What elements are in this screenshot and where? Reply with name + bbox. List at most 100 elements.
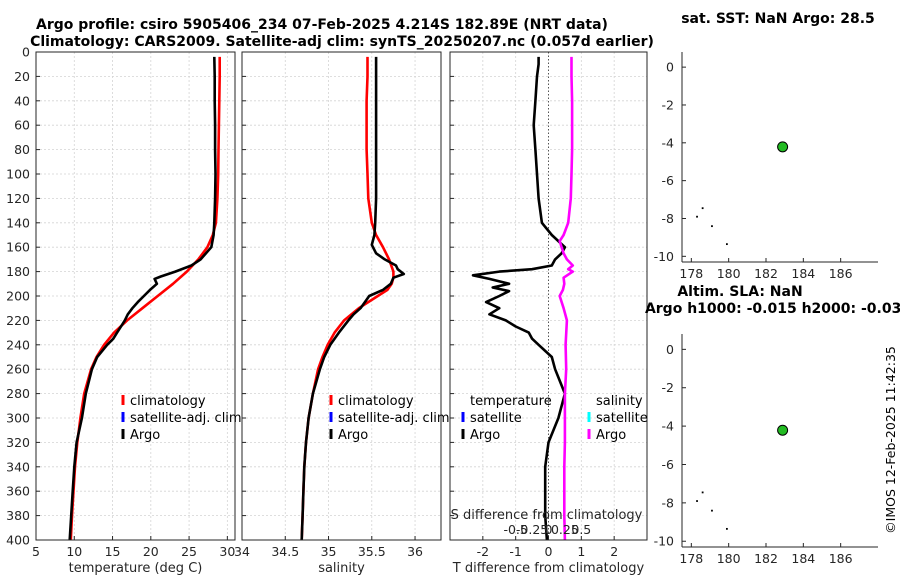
- sla_map-plot-area: [682, 334, 878, 547]
- top-tick-label: 0.5: [571, 522, 591, 537]
- x-tick-label: 36: [407, 544, 423, 559]
- salinity-series-argo: [300, 56, 406, 541]
- y-tick-label: -10: [654, 534, 674, 549]
- y-tick-label: 220: [6, 313, 30, 328]
- x-tick-label: -2: [477, 544, 489, 559]
- sla-map-panel: 178 180 182 184 186 0 -2 -4 -6 -8 -10: [654, 334, 878, 566]
- sst_map-plot-area: [682, 52, 878, 262]
- y-tick-label: 180: [6, 264, 30, 279]
- diff-legend-sal-satellite-label: satellite: [596, 411, 648, 426]
- x-tick-label: 5: [32, 544, 40, 559]
- x-tick-label: 186: [829, 551, 853, 566]
- land-dot: [726, 527, 728, 530]
- land-dot: [701, 491, 704, 494]
- x-tick-label: 184: [791, 551, 815, 566]
- y-tick-label: 400: [6, 533, 30, 548]
- sla_map-argo-location-marker: [777, 424, 789, 436]
- diff-legend-temp-argo-label: Argo: [470, 428, 500, 443]
- x-tick-label: 1: [577, 544, 585, 559]
- diff-legend-sal-argo-label: Argo: [596, 428, 626, 443]
- y-tick-label: -8: [662, 495, 675, 510]
- y-tick-label: -6: [662, 457, 675, 472]
- x-tick-label: 10: [66, 544, 82, 559]
- temp-legend-satellite-label: satellite-adj. clim: [130, 411, 242, 426]
- temperature-x-axis-label: temperature (deg C): [69, 561, 203, 576]
- y-tick-label: -2: [662, 380, 674, 395]
- land-dot: [711, 225, 713, 228]
- figure-title-line2: Climatology: CARS2009. Satellite-adj cli…: [30, 34, 654, 50]
- y-tick-label: 160: [6, 240, 30, 255]
- temp-legend-climatology-label: climatology: [130, 394, 206, 409]
- x-tick-label: 184: [791, 266, 815, 281]
- y-tick-label: 80: [14, 142, 30, 157]
- x-tick-label: 178: [679, 266, 703, 281]
- timestamp-label: ©IMOS 12-Feb-2025 11:42:35: [883, 346, 898, 534]
- sla-map-title-line2: Argo h1000: -0.015 h2000: -0.035: [645, 301, 900, 317]
- y-tick-label: 340: [6, 459, 30, 474]
- x-tick-label: 25: [181, 544, 197, 559]
- salinity-x-axis-label: salinity: [318, 561, 365, 576]
- diff-legend-temp-satellite-label: satellite: [470, 411, 522, 426]
- x-tick-label: 15: [105, 544, 121, 559]
- diff-legend-temperature-title: temperature: [470, 394, 552, 409]
- y-tick-label: 360: [6, 484, 30, 499]
- y-tick-label: 280: [6, 386, 30, 401]
- x-tick-label: 20: [143, 544, 159, 559]
- figure-title-line1: Argo profile: csiro 5905406_234 07-Feb-2…: [36, 17, 608, 33]
- y-tick-label: -4: [662, 135, 675, 150]
- x-tick-label: 182: [754, 266, 778, 281]
- temperature-series-argo: [68, 56, 217, 541]
- x-tick-label: 180: [717, 551, 741, 566]
- sst_map-argo-location-marker: [777, 141, 789, 153]
- diff-legend-salinity-title: salinity: [596, 394, 643, 409]
- y-tick-label: -8: [662, 211, 675, 226]
- y-tick-label: 40: [14, 93, 30, 108]
- y-tick-label: 120: [6, 191, 30, 206]
- difference-series-salinity-argo: [558, 56, 575, 541]
- temp-legend-argo-label: Argo: [130, 428, 160, 443]
- difference-top-axis-label: S difference from climatology: [451, 508, 643, 523]
- land-dot: [701, 207, 704, 210]
- land-dot: [711, 509, 713, 512]
- y-tick-label: 300: [6, 411, 30, 426]
- land-dot: [696, 215, 698, 218]
- top-tick-label: -0.5: [503, 522, 527, 537]
- x-tick-label: 180: [717, 266, 741, 281]
- top-tick-label: 0.25: [551, 522, 579, 537]
- x-tick-label: 34.5: [271, 544, 299, 559]
- x-tick-label: 35: [321, 544, 337, 559]
- y-tick-label: 0: [22, 45, 30, 60]
- x-tick-label: 34: [234, 544, 250, 559]
- y-tick-label: 0: [666, 60, 674, 75]
- x-tick-label: 30: [219, 544, 235, 559]
- y-tick-label: 260: [6, 362, 30, 377]
- y-tick-label: 20: [14, 69, 30, 84]
- temperature-panel: 5 10 15 20 25 3002040608010012014016018020022…: [6, 45, 241, 577]
- x-tick-label: 0: [545, 544, 553, 559]
- y-tick-label: 380: [6, 508, 30, 523]
- sal-legend-argo-label: Argo: [338, 428, 368, 443]
- sst-map-panel: 178 180 182 184 186 0 -2 -4 -6 -8 -10: [654, 52, 878, 281]
- y-tick-label: 60: [14, 118, 30, 133]
- land-dot: [726, 243, 728, 246]
- x-tick-label: 35.5: [358, 544, 386, 559]
- salinity-panel: 34 34.5 35 35.5 36 salinity climatology satelli…: [234, 51, 450, 576]
- top-tick-label: -0.25: [516, 522, 548, 537]
- difference-x-axis-label: T difference from climatology: [452, 561, 645, 576]
- sla-map-title-line1: Altim. SLA: NaN: [677, 284, 802, 300]
- x-tick-label: -1: [509, 544, 521, 559]
- y-tick-label: 0: [666, 342, 674, 357]
- land-dot: [696, 500, 698, 502]
- top-tick-label: 0: [545, 522, 553, 537]
- y-tick-label: 320: [6, 435, 30, 450]
- sal-legend-satellite-label: satellite-adj. clim: [338, 411, 450, 426]
- x-tick-label: 186: [829, 266, 853, 281]
- y-tick-label: -2: [662, 97, 674, 112]
- y-tick-label: -4: [662, 419, 675, 434]
- difference-series-temperature-argo: [471, 56, 567, 541]
- y-tick-label: -6: [662, 173, 675, 188]
- sal-legend-climatology-label: climatology: [338, 394, 414, 409]
- y-tick-label: 140: [6, 215, 30, 230]
- y-tick-label: 100: [6, 167, 30, 182]
